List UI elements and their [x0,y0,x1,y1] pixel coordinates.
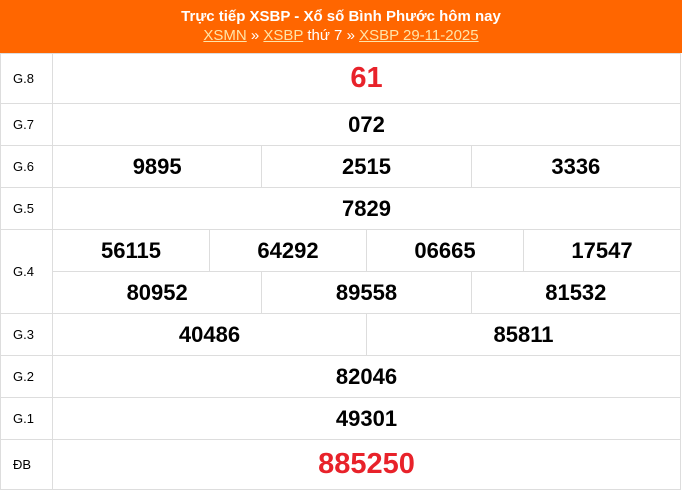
prize-number: 82046 [52,355,681,398]
header: Trực tiếp XSBP - Xổ số Bình Phước hôm na… [0,0,682,53]
prize-label: G.7 [0,103,53,146]
separator: » [250,27,260,44]
link-xsmn[interactable]: XSMN [203,27,247,44]
prize-label: G.3 [0,313,53,356]
row-g4: G.4 56115 64292 06665 17547 [0,229,681,314]
separator: » [346,27,355,44]
prize-number: 56115 [101,237,161,263]
prize-number: 49301 [52,397,681,440]
prize-number: 89558 [261,272,470,313]
prize-number: 61 [52,53,681,104]
special-prize-number: 885250 [52,439,681,490]
prize-number: 17547 [523,230,680,271]
prize-label: G.6 [0,145,53,188]
prize-number: 85811 [366,314,680,355]
prize-number: 64292 [209,230,366,271]
row-g7: G.7 072 [0,103,681,146]
row-g3: G.3 40486 85811 [0,313,681,356]
prize-number: 81532 [470,272,680,313]
prize-number: 80952 [126,279,188,305]
prize-number: 3336 [470,146,680,187]
row-g8: G.8 61 [0,53,681,104]
prize-label: G.5 [0,187,53,230]
prize-number: 072 [52,103,681,146]
prize-label: G.2 [0,355,53,398]
row-g1: G.1 49301 [0,397,681,440]
prize-number: 7829 [52,187,681,230]
day-label: thứ 7 [307,27,343,44]
link-xsbp-date[interactable]: XSBP 29-11-2025 [359,27,479,44]
prize-label: G.4 [0,229,53,314]
results-table: G.8 61 G.7 072 G.6 9895 2515 3336 G.5 7829 G.4… [0,53,681,490]
row-g5: G.5 7829 [0,187,681,230]
row-g2: G.2 82046 [0,355,681,398]
prize-number: 06665 [366,230,523,271]
page-title: Trực tiếp XSBP - Xổ số Bình Phước hôm na… [181,8,501,25]
row-g4b: 80952 89558 81532 [1,271,681,314]
row-g6: G.6 9895 2515 3336 [0,145,681,188]
prize-label: G.1 [0,397,53,440]
prize-number: 9895 [132,153,182,179]
prize-label: ĐB [0,439,53,490]
prize-number: 40486 [178,321,241,347]
prize-label: G.8 [0,53,53,104]
link-xsbp[interactable]: XSBP [263,27,304,44]
breadcrumb: XSMN » XSBP thứ 7 » XSBP 29-11-2025 [0,26,682,46]
row-db: ĐB 885250 [0,439,681,490]
prize-number: 2515 [261,146,470,187]
